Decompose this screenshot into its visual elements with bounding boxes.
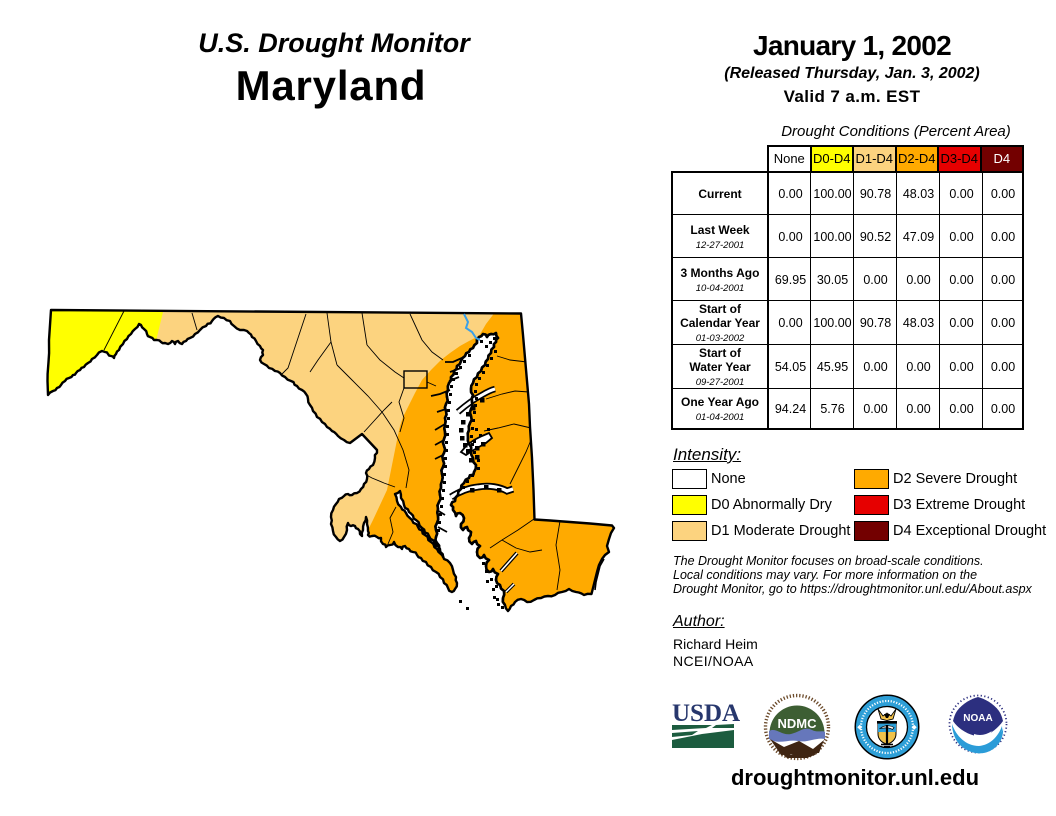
svg-text:NDMC: NDMC	[778, 716, 818, 731]
svg-text:NOAA: NOAA	[963, 713, 992, 724]
